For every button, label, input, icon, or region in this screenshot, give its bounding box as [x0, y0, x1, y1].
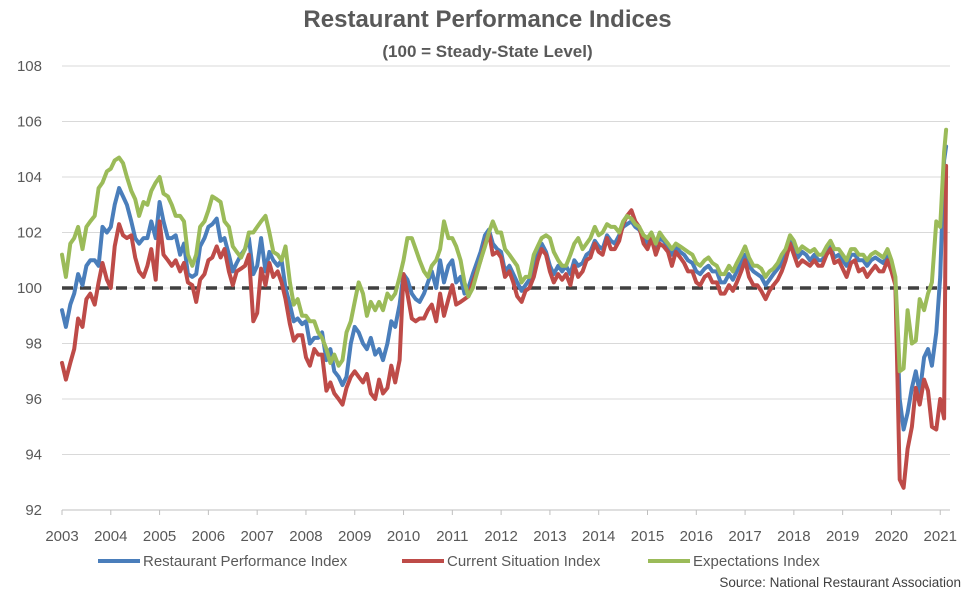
source-note: Source: National Restaurant Association	[719, 575, 961, 590]
y-tick-label: 98	[25, 336, 42, 353]
y-tick-label: 102	[17, 225, 42, 242]
x-tick-label: 2007	[240, 528, 273, 545]
x-tick-label: 2015	[631, 528, 664, 545]
y-tick-label: 96	[25, 391, 42, 408]
y-tick-label: 106	[17, 114, 42, 131]
x-tick-label: 2020	[875, 528, 908, 545]
x-tick-label: 2010	[387, 528, 420, 545]
x-tick-label: 2012	[484, 528, 517, 545]
x-tick-label: 2005	[143, 528, 176, 545]
x-tick-label: 2018	[777, 528, 810, 545]
y-tick-label: 108	[17, 58, 42, 75]
series-line-1	[60, 163, 949, 490]
x-tick-label: 2016	[680, 528, 713, 545]
legend-label: Restaurant Performance Index	[143, 553, 348, 570]
series-line-2	[60, 127, 949, 374]
gridlines	[62, 65, 950, 511]
x-tick-label: 2017	[728, 528, 761, 545]
x-tick-label: 2013	[533, 528, 566, 545]
legend-label: Current Situation Index	[447, 553, 601, 570]
x-tick-label: 2021	[924, 528, 957, 545]
x-tick-label: 2004	[94, 528, 127, 545]
legend: Restaurant Performance Index Current Situ…	[98, 553, 820, 570]
y-axis: 92 94 96 98 100 102 104 106 108	[17, 58, 42, 519]
y-tick-label: 92	[25, 502, 42, 519]
x-tick-label: 2019	[826, 528, 859, 545]
series-lines	[60, 127, 949, 490]
y-tick-label: 100	[17, 280, 42, 297]
x-tick-label: 2003	[45, 528, 78, 545]
y-tick-label: 104	[17, 169, 42, 186]
x-tick-label: 2008	[289, 528, 322, 545]
chart-title: Restaurant Performance Indices	[303, 6, 672, 33]
x-tick-label: 2011	[436, 528, 468, 545]
chart-subtitle: (100 = Steady-State Level)	[382, 42, 593, 61]
legend-label: Expectations Index	[693, 553, 820, 570]
x-tick-label: 2006	[192, 528, 225, 545]
y-tick-label: 94	[25, 447, 42, 464]
x-tick-label: 2009	[338, 528, 371, 545]
x-tick-label: 2014	[582, 528, 615, 545]
x-axis: 2003 2004 2005 2006 2007 2008 2009 2010 2011 2012…	[45, 510, 957, 545]
